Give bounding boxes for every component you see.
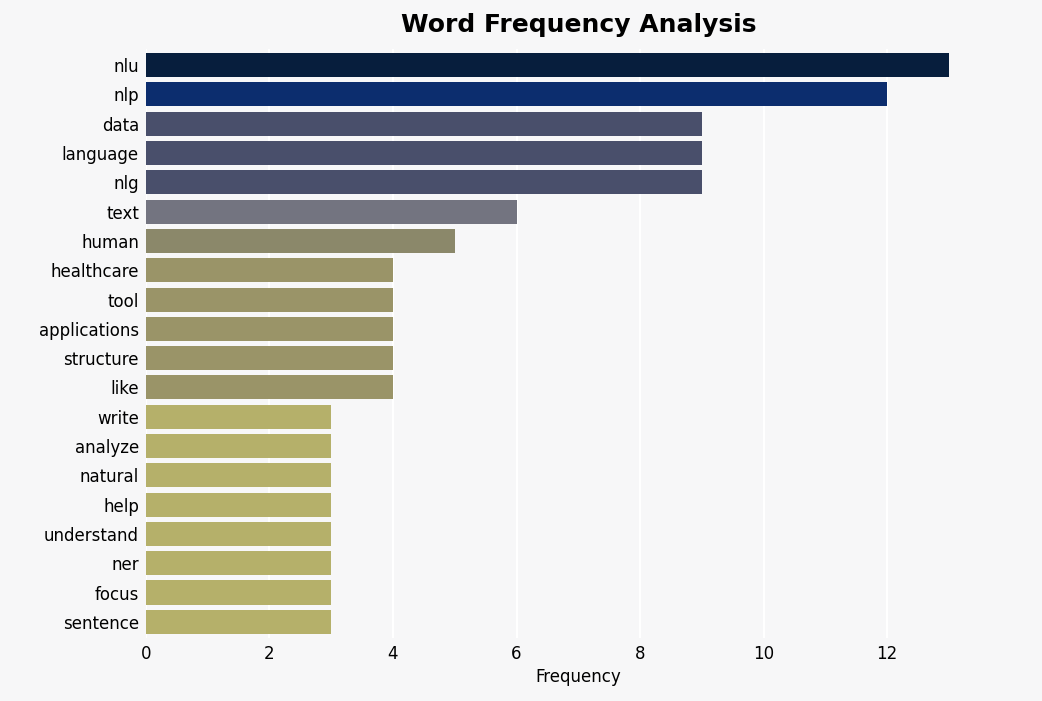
Bar — [146, 346, 393, 370]
Bar — [146, 141, 702, 165]
Bar — [146, 229, 454, 253]
X-axis label: Frequency: Frequency — [536, 669, 621, 686]
Bar — [146, 376, 393, 400]
Bar — [146, 53, 949, 77]
Title: Word Frequency Analysis: Word Frequency Analysis — [400, 13, 756, 37]
Bar — [146, 170, 702, 194]
Bar — [146, 200, 517, 224]
Bar — [146, 522, 331, 546]
Bar — [146, 580, 331, 604]
Bar — [146, 463, 331, 487]
Bar — [146, 404, 331, 429]
Bar — [146, 493, 331, 517]
Bar — [146, 610, 331, 634]
Bar — [146, 83, 887, 107]
Bar — [146, 258, 393, 283]
Bar — [146, 111, 702, 136]
Bar — [146, 551, 331, 576]
Bar — [146, 434, 331, 458]
Bar — [146, 317, 393, 341]
Bar — [146, 287, 393, 311]
